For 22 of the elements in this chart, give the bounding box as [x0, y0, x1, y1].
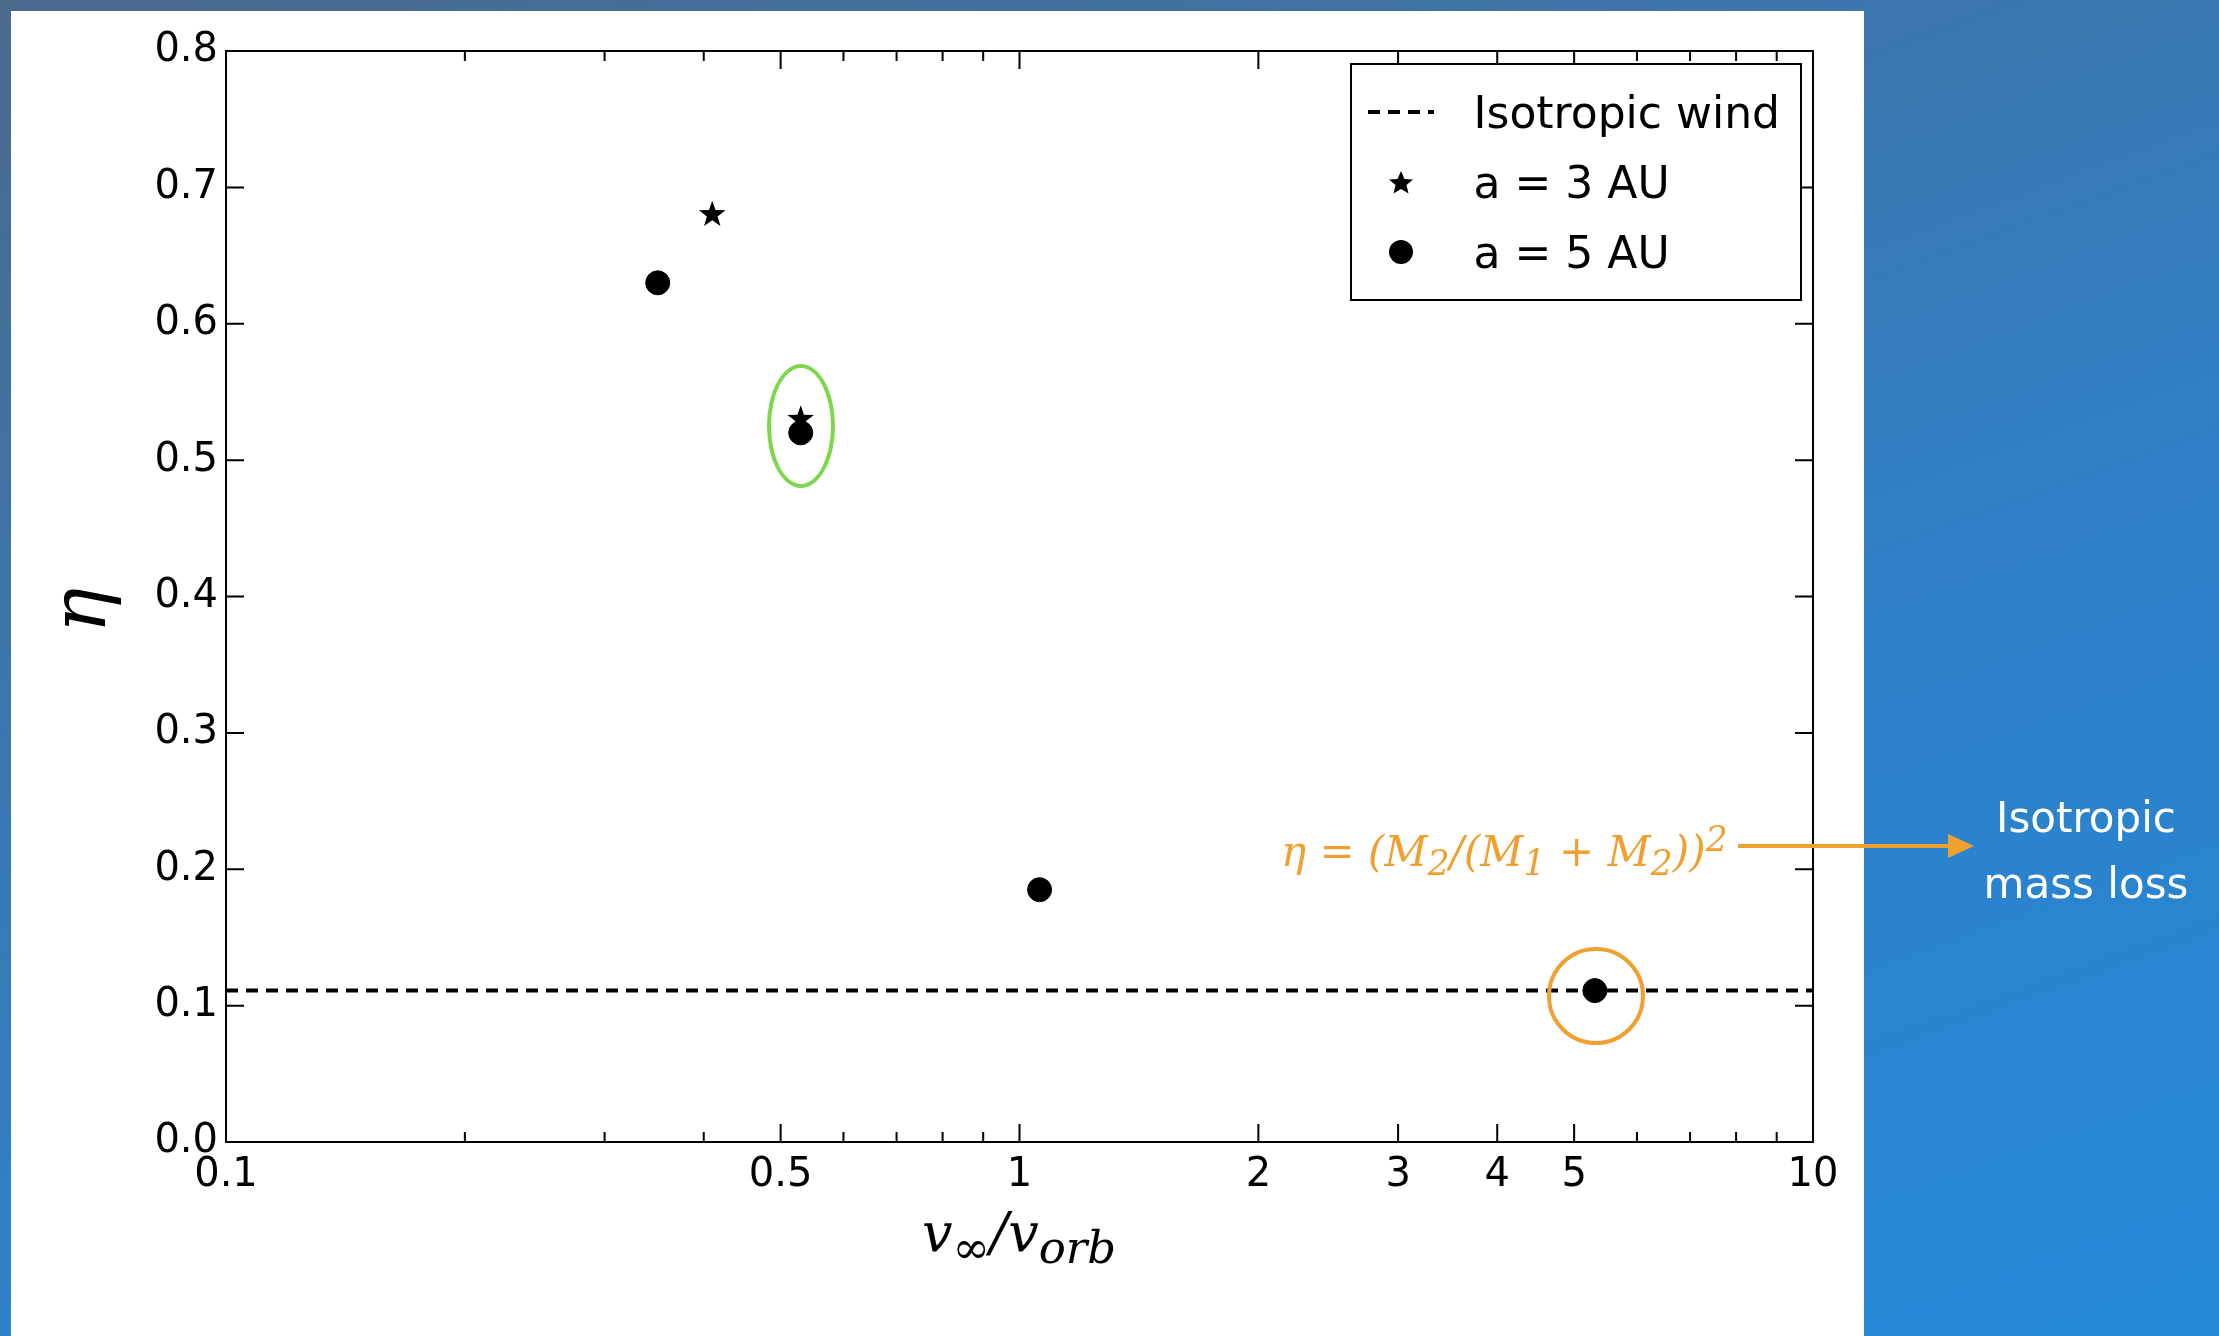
x-tick-label: 5 [1561, 1149, 1587, 1196]
y-tick-label: 0.5 [154, 433, 218, 480]
x-tick-label: 1 [1006, 1149, 1033, 1196]
y-axis-title: η [34, 587, 124, 634]
legend-label: a = 3 AU [1473, 156, 1670, 208]
annotation: η = (M$_{2}$/(M$_{1}$ + M$_{2}$))$^{2}$ [1281, 819, 1728, 884]
x-tick-label: 0.5 [748, 1149, 813, 1196]
x-tick-label: 3 [1385, 1149, 1411, 1196]
legend-label: a = 5 AU [1473, 226, 1670, 278]
y-tick-label: 0.6 [154, 297, 218, 344]
x-axis-title: v$_{∞}$/v$_{orb}$ [920, 1201, 1118, 1274]
x-tick-label: 4 [1484, 1149, 1510, 1196]
y-tick-label: 0.8 [154, 24, 218, 71]
x-tick-label: 10 [1787, 1149, 1839, 1196]
y-tick-label: 0.2 [154, 842, 218, 889]
y-tick-label: 0.4 [154, 569, 218, 616]
legend-label: Isotropic wind [1473, 86, 1780, 138]
y-tick-label: 0.7 [154, 160, 218, 207]
x-tick-label: 2 [1245, 1149, 1272, 1196]
y-tick-label: 0.1 [154, 979, 218, 1026]
text: Isotropic mass loss [1982, 792, 2190, 910]
y-tick-label: 0.3 [154, 706, 218, 753]
